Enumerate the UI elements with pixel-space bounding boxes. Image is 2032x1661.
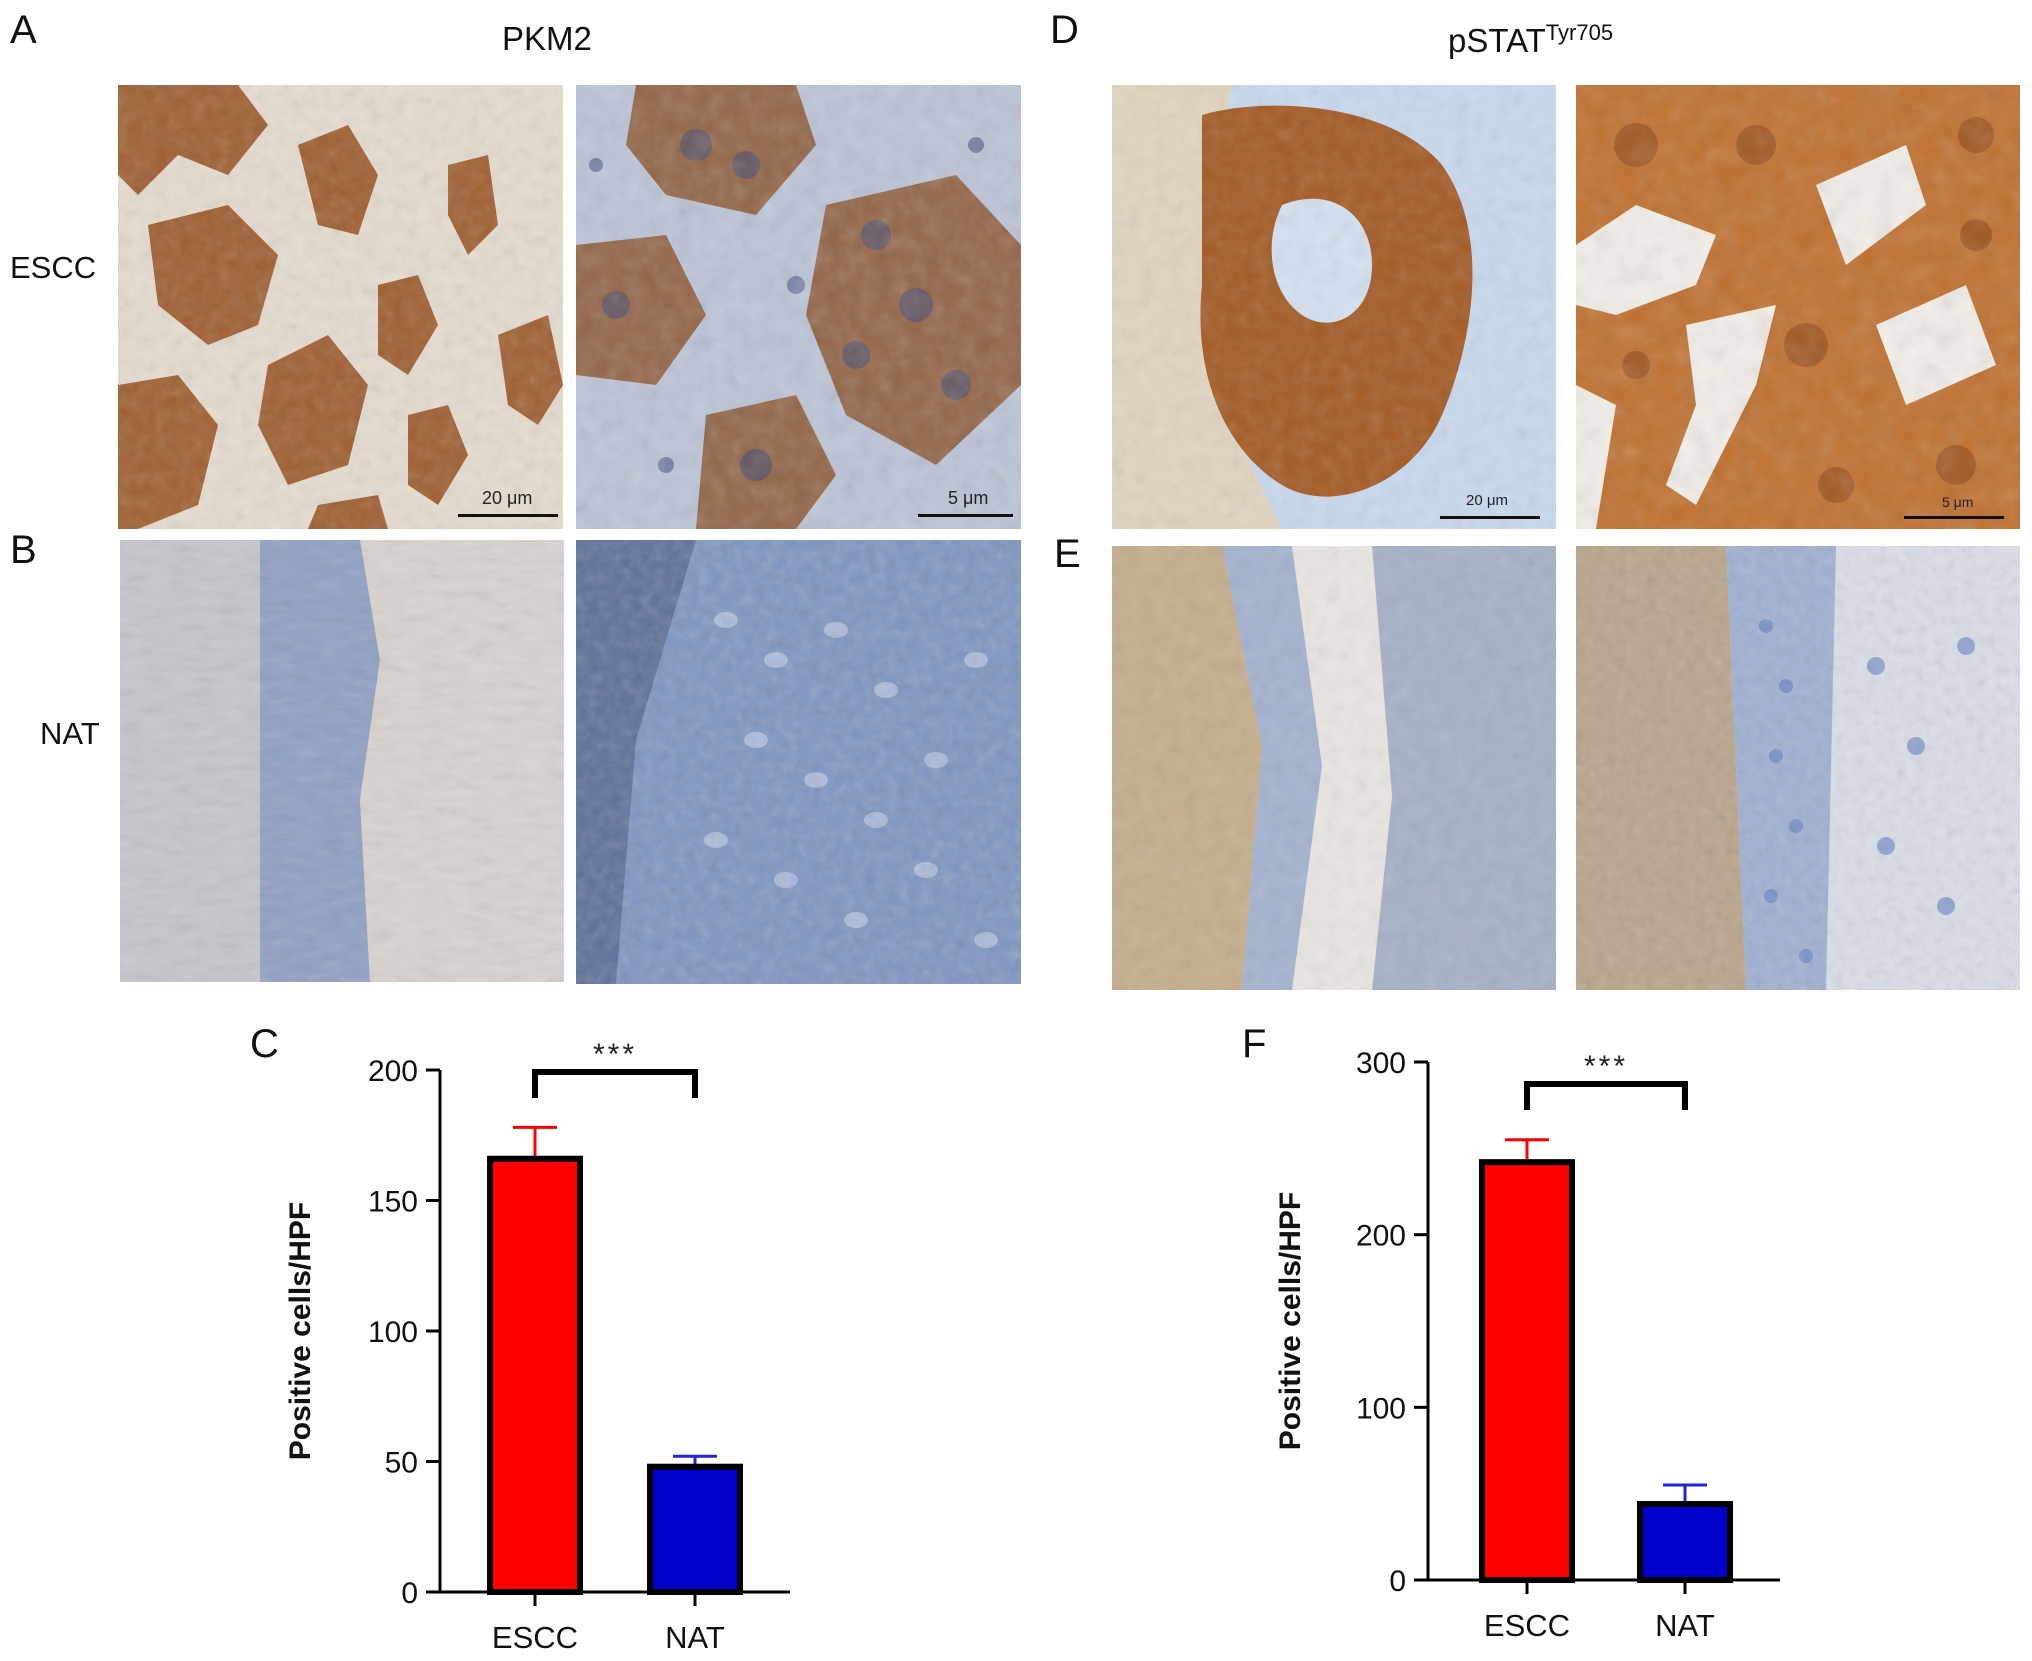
micrograph-d-low-mag <box>1112 85 1556 529</box>
x-tick-label-nat: NAT <box>1655 1608 1715 1643</box>
micrograph-e-low-mag <box>1112 546 1556 990</box>
y-tick-label: 300 <box>1356 1047 1406 1080</box>
panel-label-c: C <box>250 1022 279 1066</box>
panel-label-a: A <box>10 8 37 52</box>
title-pstat: pSTATTyr705 <box>1448 20 1613 60</box>
micrograph-a-low-mag <box>118 85 563 529</box>
micrograph-a-high-mag <box>576 85 1021 529</box>
scale-bar-d-low <box>1440 516 1540 519</box>
title-pstat-sup: Tyr705 <box>1545 20 1614 45</box>
scale-label-d-high: 5 μm <box>1942 494 1974 510</box>
significance-bracket <box>532 1069 698 1098</box>
micrograph-b-high-mag <box>576 540 1021 984</box>
bar-chart-f: 0 100 200 300 Positive cells/HPF ESCC NAT *** <box>1274 1047 1780 1643</box>
title-pstat-main: pSTAT <box>1448 22 1546 59</box>
bar-escc <box>487 1155 583 1596</box>
y-tick-label: 0 <box>401 1577 418 1610</box>
panel-label-e: E <box>1054 532 1081 576</box>
x-tick-label-escc: ESCC <box>492 1620 578 1655</box>
y-tick-label: 100 <box>1356 1392 1406 1425</box>
x-tick-label-nat: NAT <box>665 1620 725 1655</box>
title-pkm2: PKM2 <box>502 20 592 57</box>
scale-bar-d-high <box>1904 516 2004 519</box>
y-tick-label: 0 <box>1389 1565 1406 1598</box>
micrograph-b-low-mag <box>120 540 564 982</box>
scale-bar-a-low <box>458 514 558 517</box>
bar-escc <box>1479 1159 1575 1583</box>
significance-stars: *** <box>593 1040 637 1071</box>
row-label-nat: NAT <box>40 716 100 751</box>
significance-stars: *** <box>1584 1050 1628 1083</box>
scale-label-d-low: 20 μm <box>1466 492 1508 509</box>
y-tick-label: 50 <box>385 1447 418 1480</box>
significance-bracket <box>1524 1081 1688 1110</box>
panel-label-d: D <box>1050 8 1079 52</box>
bar-chart-c: 0 50 100 150 200 Positive cells/HPF ESCC NAT *** <box>284 1040 790 1655</box>
y-tick-label: 100 <box>368 1316 418 1349</box>
y-axis-label: Positive cells/HPF <box>284 1202 317 1460</box>
micrograph-d-high-mag <box>1576 85 2020 529</box>
y-axis-label: Positive cells/HPF <box>1274 1192 1307 1450</box>
scale-bar-a-high <box>918 514 1013 517</box>
y-tick-label: 150 <box>368 1186 418 1219</box>
micrograph-e-high-mag <box>1576 546 2020 990</box>
bar-nat <box>1637 1501 1733 1584</box>
row-label-escc: ESCC <box>10 250 97 285</box>
x-tick-label-escc: ESCC <box>1484 1608 1570 1643</box>
scale-label-a-high: 5 μm <box>948 488 989 508</box>
panel-label-b: B <box>10 528 37 572</box>
y-tick-label: 200 <box>368 1055 418 1088</box>
scale-label-a-low: 20 μm <box>482 488 533 508</box>
y-tick-label: 200 <box>1356 1220 1406 1253</box>
panel-label-f: F <box>1242 1022 1267 1066</box>
bar-nat <box>647 1463 743 1595</box>
